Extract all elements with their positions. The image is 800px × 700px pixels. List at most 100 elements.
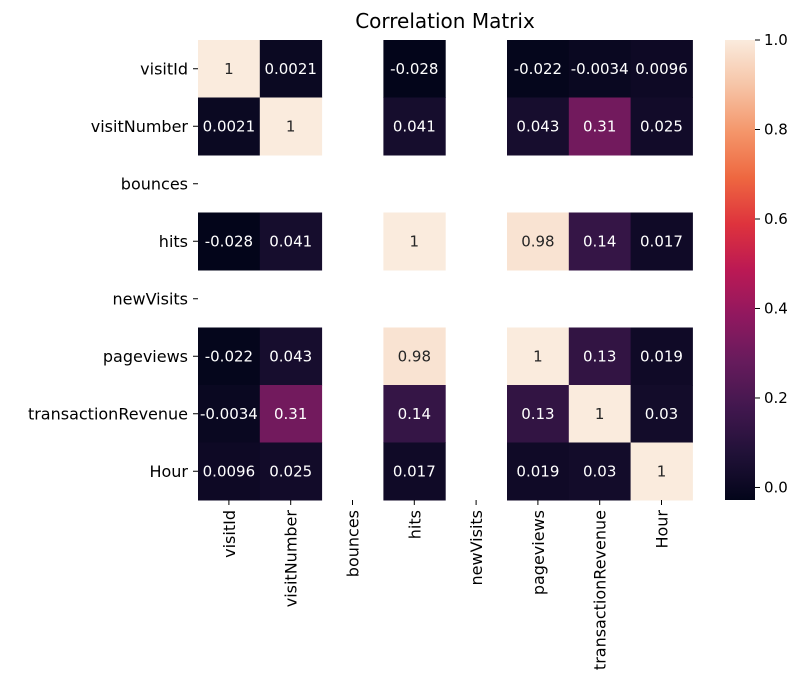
heatmap-cell-7-1 [259,442,323,501]
cell-value-7-0: 0.0096 [203,462,256,480]
heatmap-cell-3-0 [198,212,261,271]
y-tick-labels: visitId visitNumber bounces hits newVisits pa… [28,59,198,481]
cell-value-3-6: 0.14 [583,232,616,250]
heatmap-cell-0-7 [630,40,693,98]
cell-value-5-5: 1 [533,347,543,365]
heatmap-cell-1-0 [198,97,261,156]
x-tick-label-Hour: Hour [653,510,672,549]
cell-value-0-3: -0.028 [390,60,438,78]
heatmap-cell-3-5 [507,212,570,271]
cell-value-1-3: 0.041 [393,117,436,135]
cell-value-5-0: -0.022 [205,347,253,365]
cell-value-1-1: 1 [286,117,296,135]
cell-value-7-3: 0.017 [393,462,436,480]
y-tick-label-bounces: bounces [121,174,188,193]
cell-value-3-3: 1 [410,232,420,250]
cell-value-6-6: 1 [595,405,605,423]
heatmap-cell-3-6 [568,212,632,271]
cell-value-6-5: 0.13 [521,405,554,423]
heatmap-cell-1-6 [568,97,632,156]
heatmap-cell-5-6 [568,327,632,386]
colorbar-gradient [725,40,755,500]
cell-value-0-1: 0.0021 [264,60,317,78]
heatmap-cell-0-0 [198,40,261,98]
heatmap-cell-3-3 [383,212,446,271]
heatmap-cell-6-5 [507,385,570,443]
heatmap-cell-1-5 [507,97,570,156]
colorbar-tick-label: 1.0 [764,31,788,49]
cell-value-6-7: 0.03 [645,405,678,423]
heatmap-cell-5-3 [383,327,446,386]
heatmap-cell-7-7 [630,442,693,501]
colorbar: 0.0 0.2 0.4 0.6 0.8 1.0 [725,31,788,500]
y-tick-label-Hour: Hour [149,462,188,481]
cell-value-7-7: 1 [657,462,667,480]
x-tick-label-transactionRevenue: transactionRevenue [591,510,610,670]
cell-value-3-5: 0.98 [521,232,554,250]
heatmap-cell-5-5 [507,327,570,386]
colorbar-tick-label: 0.2 [764,389,788,407]
y-tick-label-hits: hits [159,232,188,251]
cell-value-3-0: -0.028 [205,232,253,250]
heatmap-cell-6-7 [630,385,693,443]
y-tick-label-visitNumber: visitNumber [91,117,189,136]
cell-value-1-0: 0.0021 [203,117,256,135]
x-tick-label-newVisits: newVisits [467,510,486,586]
heatmap-cell-0-1 [259,40,323,98]
cell-value-0-0: 1 [224,60,234,78]
heatmap-cell-5-1 [259,327,323,386]
heatmap-cell-3-1 [259,212,323,271]
heatmap-cell-1-7 [630,97,693,156]
colorbar-tick-label: 0.0 [764,478,788,496]
heatmap-cell-7-3 [383,442,446,501]
x-tick-label-hits: hits [405,510,424,539]
x-tick-label-visitId: visitId [220,510,239,558]
cell-value-5-7: 0.019 [640,347,683,365]
cell-value-3-7: 0.017 [640,232,683,250]
x-tick-labels: visitId visitNumber bounces hits newVisits pa… [220,500,672,670]
chart-title: Correlation Matrix [355,9,535,33]
heatmap-cell-0-3 [383,40,446,98]
cell-value-5-3: 0.98 [398,347,431,365]
heatmap-cell-7-6 [568,442,632,501]
cell-value-5-1: 0.043 [269,347,312,365]
cell-value-7-5: 0.019 [516,462,559,480]
cell-value-7-6: 0.03 [583,462,616,480]
colorbar-tick-label: 0.4 [764,299,788,317]
cell-value-7-1: 0.025 [269,462,312,480]
heatmap-cell-3-7 [630,212,693,271]
heatmap-cells: 1 0.0021 -0.028 -0.022 -0.0034 0.0096 0.0021 1 0… [198,40,693,501]
heatmap-cell-1-3 [383,97,446,156]
cell-value-6-1: 0.31 [274,405,307,423]
heatmap-cell-7-0 [198,442,261,501]
cell-value-0-7: 0.0096 [635,60,688,78]
cell-value-6-0: -0.0034 [200,405,258,423]
heatmap-cell-5-7 [630,327,693,386]
cell-value-3-1: 0.041 [269,232,312,250]
heatmap-cell-0-6 [568,40,632,98]
y-tick-label-transactionRevenue: transactionRevenue [28,404,188,423]
colorbar-tick-label: 0.8 [764,120,788,138]
heatmap-cell-6-3 [383,385,446,443]
cell-value-6-3: 0.14 [398,405,431,423]
y-tick-label-visitId: visitId [140,59,188,78]
cell-value-1-6: 0.31 [583,117,616,135]
heatmap-cell-6-6 [568,385,632,443]
heatmap-cell-5-0 [198,327,261,386]
x-tick-label-pageviews: pageviews [529,510,548,595]
cell-value-0-5: -0.022 [514,60,562,78]
heatmap-cell-7-5 [507,442,570,501]
heatmap-cell-0-5 [507,40,570,98]
x-tick-label-visitNumber: visitNumber [282,510,301,608]
cell-value-1-7: 0.025 [640,117,683,135]
y-tick-label-newVisits: newVisits [113,289,189,308]
heatmap-cell-1-1 [259,97,323,156]
heatmap-cell-6-1 [259,385,323,443]
cell-value-5-6: 0.13 [583,347,616,365]
x-tick-label-bounces: bounces [344,510,363,577]
cell-value-1-5: 0.043 [516,117,559,135]
colorbar-tick-label: 0.6 [764,210,788,228]
heatmap-cell-6-0 [198,385,261,443]
